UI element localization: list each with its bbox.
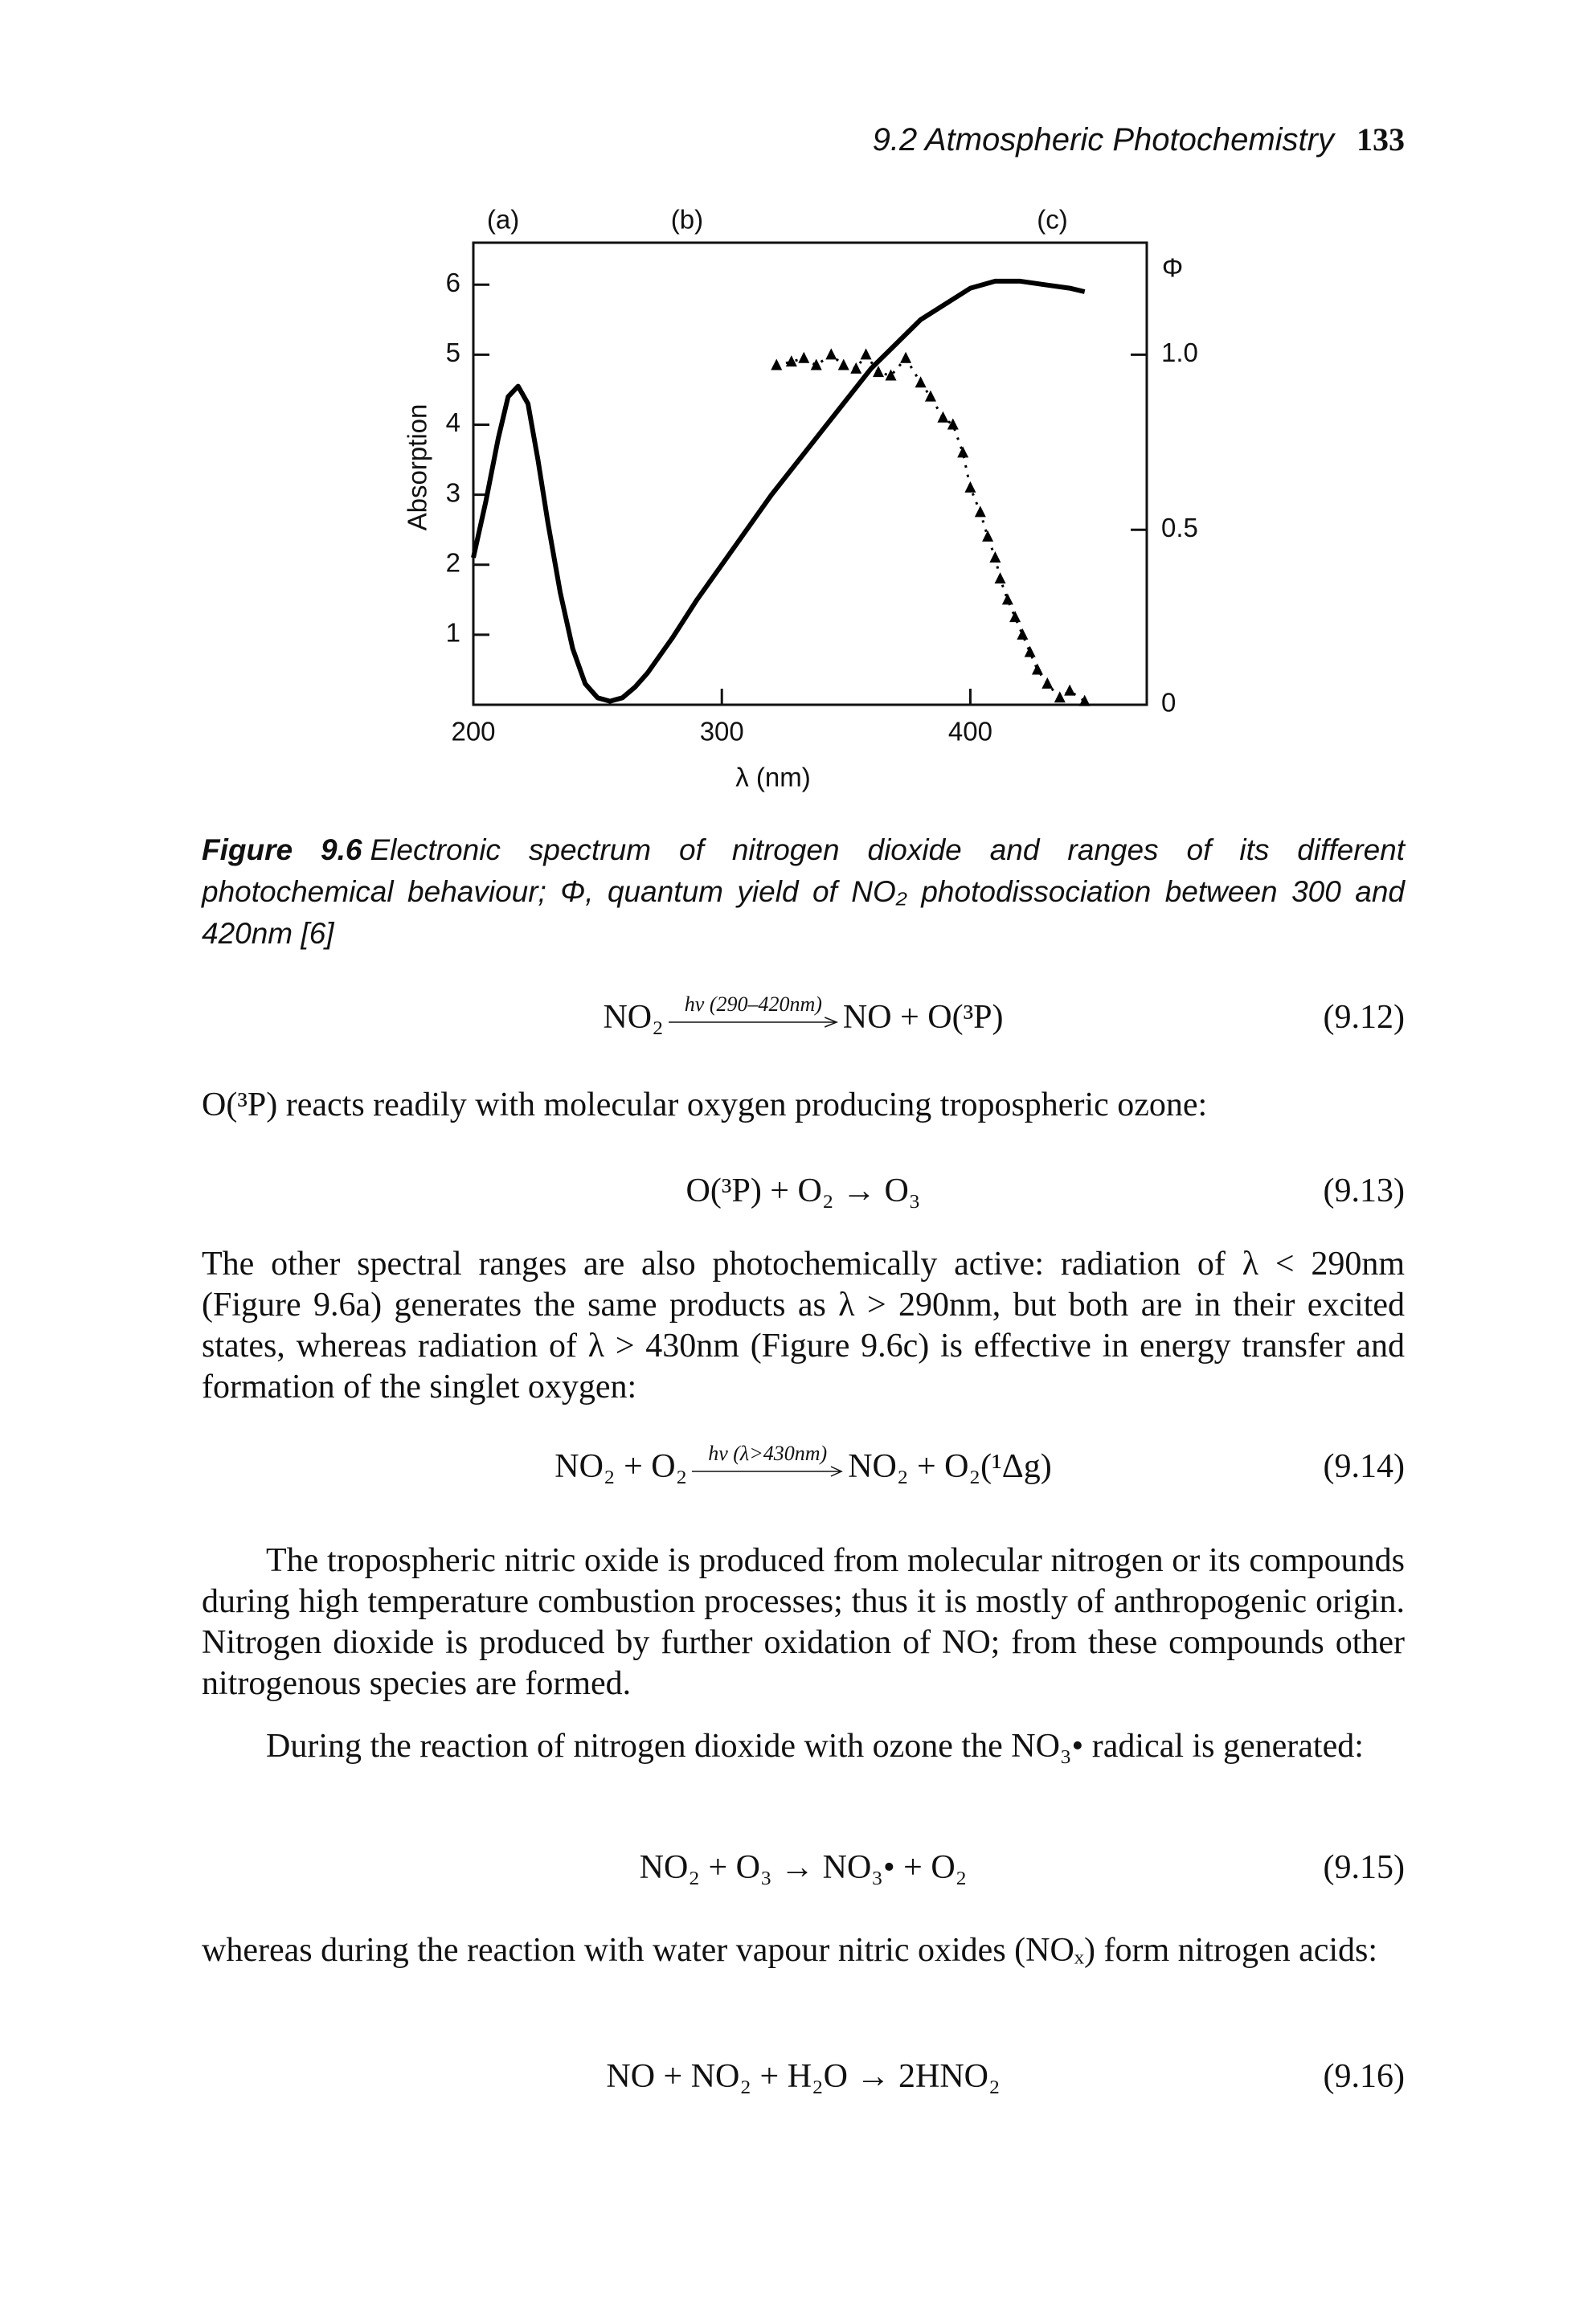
arrow-line	[692, 1465, 843, 1478]
arrow-shaft	[669, 1017, 837, 1027]
equation-number: (9.15)	[1323, 1849, 1405, 1886]
y-tick-label: 3	[446, 477, 460, 507]
equation-lhs: NO₂ + O₂	[555, 1448, 688, 1485]
paragraph: During the reaction of nitrogen dioxide …	[266, 1728, 1364, 1765]
yield-dotted-line	[775, 352, 1086, 702]
y2-tick-label: 1.0	[1161, 338, 1198, 367]
yield-point	[873, 366, 885, 378]
absorption-curve	[471, 278, 1086, 704]
yield-point	[1054, 691, 1066, 703]
arrow-label: hν (λ>430nm)	[708, 1442, 828, 1465]
equation-number: (9.12)	[1323, 999, 1405, 1036]
figure: 1 2 3 4 5 6 0 0.5 1.0 200 300 400 λ (nm) Absorption Φ (…	[403, 205, 1198, 792]
caption-text: Electronic spectrum of nitrogen dioxide …	[202, 833, 1406, 950]
equation-number: (9.14)	[1323, 1448, 1405, 1485]
range-label: (a)	[487, 205, 519, 235]
equation-lhs: NO₂	[603, 999, 664, 1036]
yield-point	[1017, 628, 1029, 640]
arrow-label: hν (290–420nm)	[684, 992, 822, 1016]
range-label: (c)	[1037, 205, 1067, 235]
yield-point	[810, 358, 822, 370]
yield-point	[837, 358, 849, 370]
yield-point	[964, 481, 976, 493]
yield-point	[957, 446, 969, 458]
yield-point	[974, 505, 986, 518]
x-tick-label: 400	[948, 717, 992, 747]
plot-frame	[472, 241, 1148, 706]
equation: O(³P) + O₂ → O₃ (9.13)	[202, 1164, 1405, 1212]
yield-point	[850, 362, 862, 374]
paragraph: O(³P) reacts readily with molecular oxyg…	[202, 1086, 1208, 1123]
yield-point	[1024, 645, 1036, 657]
equation-number: (9.16)	[1323, 2058, 1405, 2095]
reaction-arrow: hν (λ>430nm)	[692, 1442, 843, 1478]
yield-point	[798, 351, 810, 363]
running-header: 9.2 Atmospheric Photochemistry 133	[202, 121, 1405, 158]
equation-lhs: NO₂ + O₃ → NO₃• + O₂	[639, 1849, 968, 1886]
paragraph: The tropospheric nitric oxide is produce…	[202, 1542, 1405, 1702]
equation-rhs: NO₂ + O₂(¹Δg)	[848, 1448, 1052, 1485]
x-tick-label: 200	[451, 717, 495, 747]
yield-point	[1064, 684, 1076, 696]
y2-axis-label: Φ	[1162, 253, 1183, 283]
yield-point	[1078, 694, 1091, 706]
arrow-line	[669, 1016, 838, 1029]
yield-point	[994, 572, 1006, 584]
yield-point	[915, 376, 927, 388]
yield-point	[771, 358, 783, 370]
y-tick-label: 5	[446, 338, 460, 367]
y-tick-label: 6	[446, 268, 460, 297]
equation: NO₂ + O₃ → NO₃• + O₂ (9.15)	[202, 1840, 1405, 1888]
paragraph: The other spectral ranges are also photo…	[202, 1246, 1405, 1406]
yield-point	[1009, 611, 1021, 623]
x-axis-label: λ (nm)	[735, 763, 811, 792]
caption-label: Figure 9.6	[202, 833, 362, 866]
page-number: 133	[1357, 121, 1405, 158]
yield-point	[947, 418, 959, 430]
y2-tick-label: 0	[1161, 688, 1176, 718]
reaction-arrow: hν (290–420nm)	[669, 993, 838, 1029]
yield-point	[825, 348, 837, 360]
range-label: (b)	[671, 205, 703, 235]
y-tick-label: 1	[446, 618, 460, 648]
equation: NO₂ + O₂ hν (λ>430nm) NO₂ + O₂(¹Δg) (9.14)	[202, 1439, 1405, 1487]
yield-point	[924, 390, 936, 402]
section-title: 9.2 Atmospheric Photochemistry	[872, 122, 1334, 158]
y-tick-label: 2	[446, 547, 460, 577]
yield-point	[989, 551, 1001, 563]
yield-point	[885, 369, 897, 381]
yield-point	[860, 348, 872, 360]
yield-point	[785, 355, 797, 367]
y2-tick-label: 0.5	[1161, 513, 1198, 542]
equation-lhs: NO + NO₂ + H₂O → 2HNO₂	[606, 2058, 1001, 2095]
arrow-shaft	[692, 1467, 841, 1476]
equation: NO₂ hν (290–420nm) NO + O(³P) (9.12)	[202, 990, 1405, 1038]
paragraph: whereas during the reaction with water v…	[202, 1932, 1378, 1969]
equation-lhs: O(³P) + O₂ → O₃	[685, 1172, 921, 1209]
yield-point	[900, 351, 912, 363]
yield-point	[1031, 663, 1043, 675]
equation: NO + NO₂ + H₂O → 2HNO₂ (9.16)	[202, 2049, 1405, 2097]
y-tick-label: 4	[446, 407, 460, 437]
yield-point	[937, 411, 949, 423]
yield-point	[1001, 593, 1013, 605]
yield-point	[1041, 677, 1054, 689]
equation-rhs: NO + O(³P)	[842, 999, 1004, 1036]
yield-point	[982, 530, 994, 542]
equation-number: (9.13)	[1323, 1172, 1405, 1209]
figure-caption: Figure 9.6 Electronic spectrum of nitroge…	[202, 829, 1405, 955]
x-tick-label: 300	[700, 717, 744, 747]
y-axis-label: Absorption	[403, 404, 432, 531]
